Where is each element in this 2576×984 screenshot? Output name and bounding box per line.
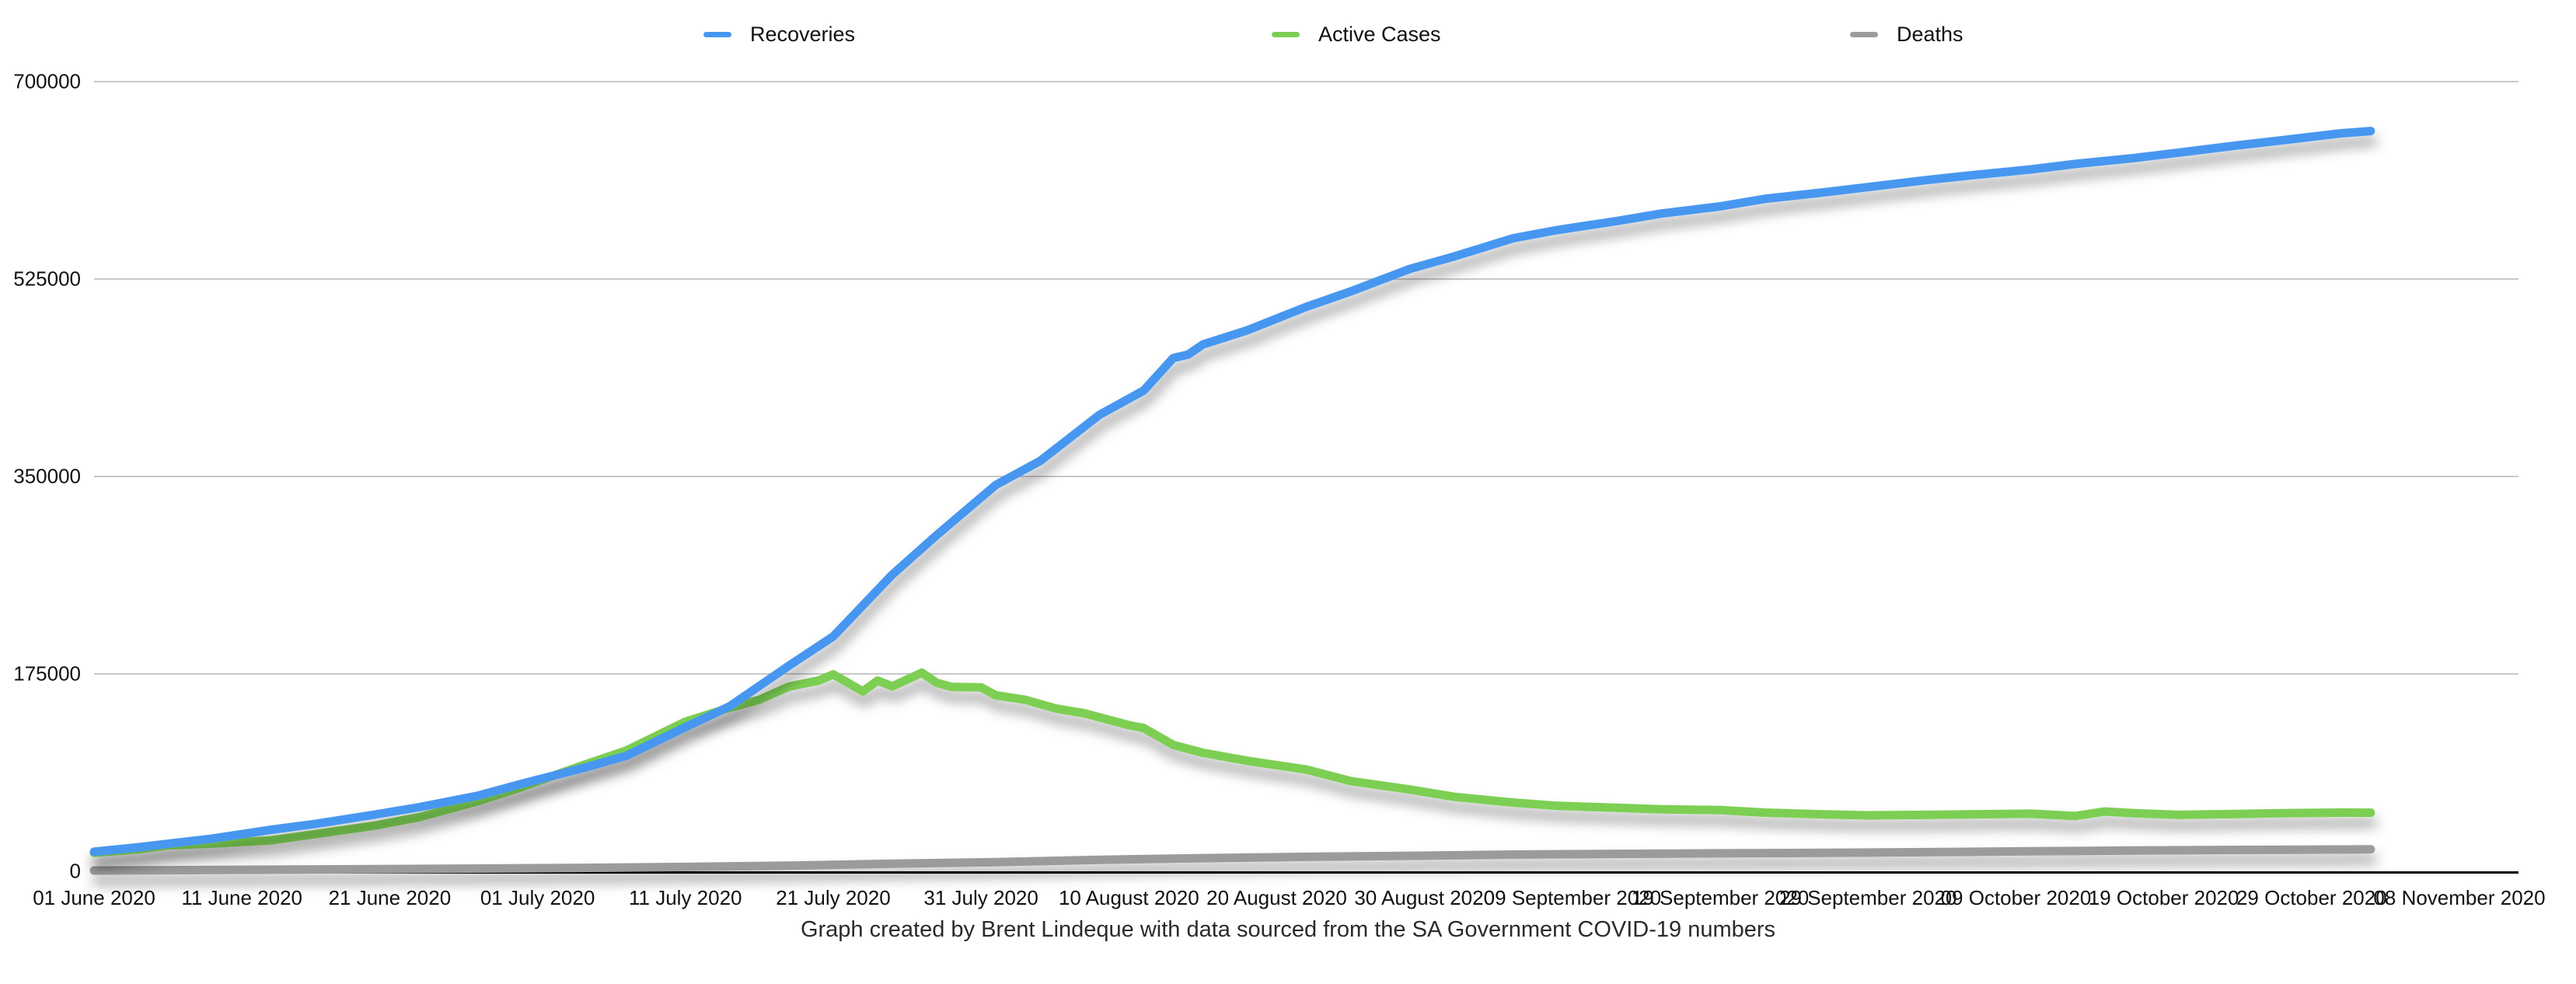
legend-swatch-icon	[1850, 31, 1878, 37]
legend: Recoveries Active Cases Deaths	[0, 0, 2576, 70]
y-axis-label: 0	[69, 859, 81, 883]
x-axis-label: 29 October 2020	[2236, 886, 2387, 909]
series-line-recoveries	[89, 127, 2375, 857]
x-axis-label: 08 November 2020	[2373, 886, 2546, 909]
x-axis-label: 11 June 2020	[181, 886, 303, 909]
x-axis-label: 21 July 2020	[776, 886, 891, 909]
x-axis-label: 21 June 2020	[328, 886, 452, 909]
x-axis-label: 10 August 2020	[1058, 886, 1199, 909]
legend-label: Deaths	[1897, 22, 1963, 46]
x-axis-label: 01 July 2020	[480, 886, 595, 909]
chart-caption: Graph created by Brent Lindeque with dat…	[800, 917, 1776, 942]
x-axis-label: 30 August 2020	[1354, 886, 1496, 909]
legend-label: Active Cases	[1318, 22, 1441, 46]
legend-item-deaths: Deaths	[1850, 22, 1963, 46]
y-axis-label: 350000	[13, 464, 81, 488]
x-axis-label: 31 July 2020	[923, 886, 1038, 909]
x-axis-label: 19 September 2020	[1631, 886, 1810, 909]
y-axis-label: 700000	[13, 69, 81, 93]
x-axis-label: 01 June 2020	[33, 886, 155, 909]
y-axis-label: 525000	[13, 267, 81, 291]
x-axis-label: 20 August 2020	[1206, 886, 1347, 909]
legend-item-recoveries: Recoveries	[703, 22, 856, 46]
x-axis-label: 19 October 2020	[2088, 886, 2239, 909]
x-axis-label: 29 September 2020	[1779, 886, 1957, 909]
legend-swatch-icon	[1272, 31, 1300, 37]
y-axis-label: 175000	[13, 661, 81, 686]
series-line-deaths	[89, 845, 2375, 875]
series-line-active-cases	[89, 668, 2375, 857]
x-axis-label: 11 July 2020	[628, 886, 742, 909]
x-axis-label: 09 September 2020	[1483, 886, 1662, 909]
legend-label: Recoveries	[750, 22, 856, 46]
legend-swatch-icon	[703, 31, 731, 37]
legend-item-active-cases: Active Cases	[1272, 22, 1441, 46]
x-axis-label: 09 October 2020	[1940, 886, 2092, 909]
